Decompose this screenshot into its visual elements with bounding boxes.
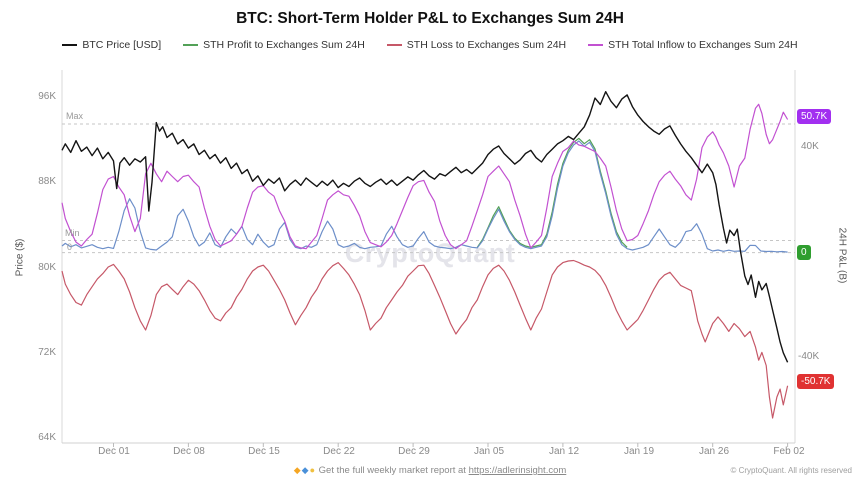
legend-label: BTC Price [USD]: [82, 39, 162, 51]
line-swatch-icon: [62, 44, 78, 46]
x-tick-dec08: Dec 08: [173, 446, 205, 457]
price-tick-72k: 72K: [38, 347, 56, 358]
price-tick-64k: 64K: [38, 432, 56, 443]
folded-hands-icon: ●: [309, 465, 315, 475]
max-line-label: Max: [66, 111, 84, 121]
diamond-orange-icon: ◆: [293, 465, 301, 475]
legend-label: STH Total Inflow to Exchanges Sum 24H: [608, 39, 798, 51]
pnl-axis-title: 24H P&L (B): [836, 227, 848, 284]
x-tick-dec01: Dec 01: [98, 446, 130, 457]
x-tick-feb02: Feb 02: [773, 446, 805, 457]
legend-item-sth-loss[interactable]: STH Loss to Exchanges Sum 24H: [386, 39, 567, 51]
x-tick-jan19: Jan 19: [623, 446, 655, 457]
price-tick-96k: 96K: [38, 91, 56, 102]
price-tick-80k: 80K: [38, 262, 56, 273]
x-tick-dec15: Dec 15: [248, 446, 280, 457]
adlerinsight-link[interactable]: https://adlerinsight.com: [468, 465, 567, 476]
x-tick-jan26: Jan 26: [698, 446, 730, 457]
loss-last-value-badge: -50.7K: [797, 374, 835, 389]
price-axis-title: Price ($): [14, 238, 26, 277]
footer-report-line: ◆◆● Get the full weekly market report at…: [0, 465, 860, 476]
legend-item-sth-profit[interactable]: STH Profit to Exchanges Sum 24H: [183, 39, 365, 51]
profit-last-value-badge: 0: [797, 245, 811, 260]
gem-blue-icon: ◆: [301, 465, 309, 475]
pnl-tick-minus40k: -40K: [798, 351, 820, 362]
line-swatch-icon: [386, 44, 402, 46]
price-tick-88k: 88K: [38, 176, 56, 187]
line-swatch-icon: [183, 44, 199, 46]
min-line-label: Min: [65, 228, 80, 238]
x-tick-jan12: Jan 12: [548, 446, 580, 457]
page-title: BTC: Short-Term Holder P&L to Exchanges …: [236, 10, 624, 27]
legend-label: STH Loss to Exchanges Sum 24H: [406, 39, 567, 51]
legend-label: STH Profit to Exchanges Sum 24H: [203, 39, 365, 51]
x-tick-dec22: Dec 22: [323, 446, 355, 457]
line-swatch-icon: [588, 44, 604, 46]
zero-line-label: 0: [67, 242, 73, 252]
report-text: Get the full weekly market report at: [318, 465, 466, 476]
copyright-text: © CryptoQuant. All rights reserved: [730, 466, 853, 475]
inflow-last-value-badge: 50.7K: [797, 109, 832, 124]
x-tick-dec29: Dec 29: [398, 446, 430, 457]
x-tick-jan05: Jan 05: [473, 446, 505, 457]
chart-legend: BTC Price [USD] STH Profit to Exchanges …: [0, 39, 860, 51]
legend-item-sth-total-inflow[interactable]: STH Total Inflow to Exchanges Sum 24H: [588, 39, 798, 51]
pnl-tick-40k: 40K: [801, 141, 819, 152]
legend-item-btc-price[interactable]: BTC Price [USD]: [62, 39, 161, 51]
